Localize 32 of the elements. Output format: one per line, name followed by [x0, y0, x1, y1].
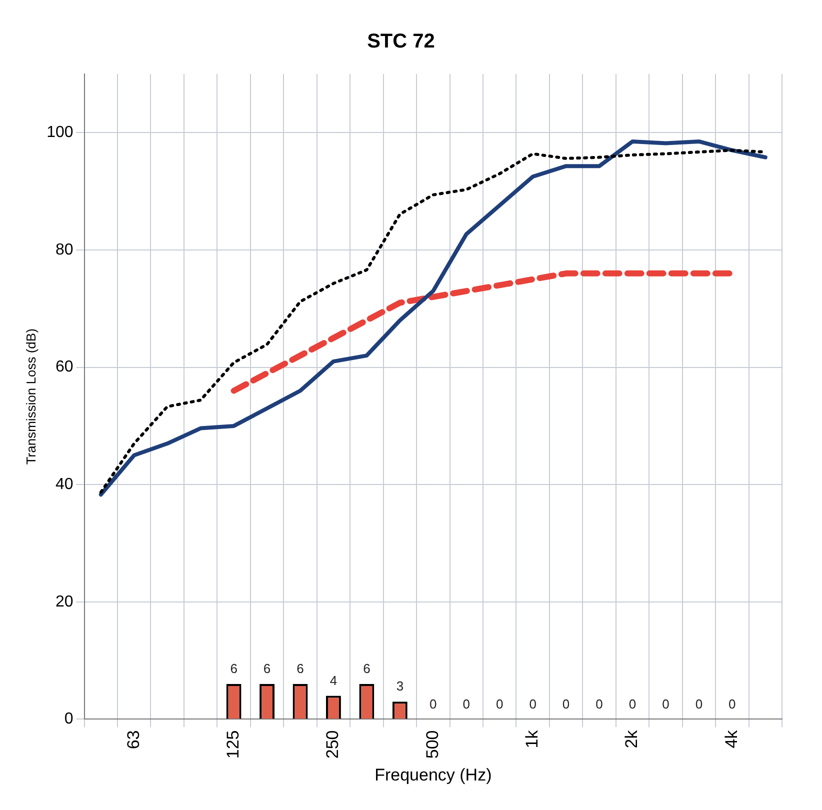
data-label: 6	[296, 661, 304, 676]
data-label: 0	[462, 696, 470, 712]
x-tick-label: 1k	[522, 730, 542, 748]
y-axis-title: Transmission Loss (dB)	[23, 328, 38, 465]
y-tick-label: 60	[56, 358, 74, 376]
y-tick-label: 20	[56, 593, 74, 610]
x-tick-label: 2k	[622, 730, 642, 748]
data-label: 0	[695, 696, 703, 712]
y-tick-label: 80	[56, 241, 74, 258]
x-tick-label: 500	[422, 730, 442, 759]
data-label: 3	[396, 678, 404, 694]
data-label: 4	[330, 672, 338, 688]
data-label: 0	[562, 696, 570, 712]
y-tick-label: 40	[56, 476, 74, 494]
data-label: 0	[496, 696, 504, 712]
x-tick-label: 125	[223, 730, 242, 759]
x-axis-title: Frequency (Hz)	[374, 765, 492, 784]
x-tick-label: 4k	[722, 730, 741, 748]
y-tick-label: 100	[46, 124, 74, 142]
data-label: 6	[263, 661, 271, 676]
data-label: 6	[363, 661, 370, 676]
data-label: 0	[628, 696, 636, 712]
chart-title: STC 72	[367, 30, 435, 53]
data-label: 0	[728, 696, 736, 712]
x-tick-label: 63	[124, 730, 143, 750]
data-label: 0	[662, 696, 670, 712]
y-tick-label: 0	[64, 710, 74, 728]
data-label: 6	[230, 661, 238, 676]
data-label: 0	[529, 696, 536, 712]
data-label: 0	[430, 696, 437, 712]
x-tick-label: 250	[323, 730, 342, 759]
data-label: 0	[596, 696, 603, 712]
